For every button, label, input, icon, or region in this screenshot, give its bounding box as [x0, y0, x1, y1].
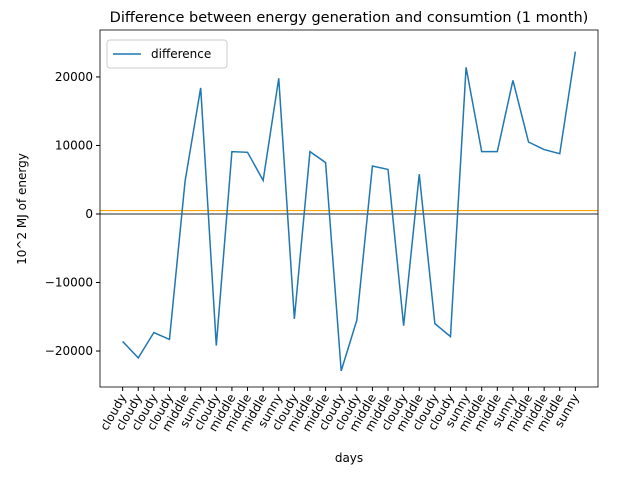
y-tick-label: −10000: [45, 276, 93, 290]
plot-frame: [99, 29, 599, 388]
y-tick-label: −20000: [45, 344, 93, 358]
y-axis-label: 10^2 MJ of energy: [15, 153, 29, 265]
legend: difference: [106, 39, 228, 69]
legend-label: difference: [151, 47, 211, 61]
x-axis-label: days: [335, 451, 363, 465]
legend-box: [106, 39, 228, 69]
y-tick-label: 10000: [55, 138, 93, 152]
y-tick-label: 0: [85, 207, 93, 221]
y-tick-label: 20000: [55, 70, 93, 84]
chart-title: Difference between energy generation and…: [110, 10, 589, 26]
data-line: [122, 51, 577, 372]
